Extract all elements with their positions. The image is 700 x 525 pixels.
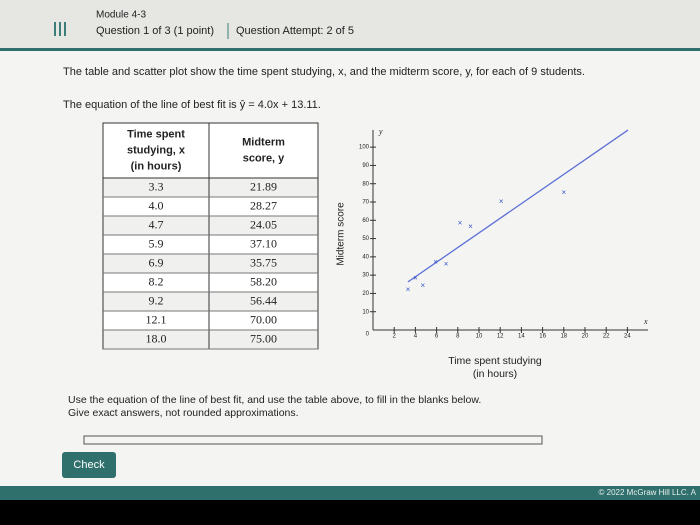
- attempt: Question Attempt: 2 of 5: [236, 25, 354, 37]
- x-tick-label: 20: [582, 334, 589, 340]
- table-row-bg: [103, 254, 318, 273]
- table-cell: 5.9: [149, 236, 164, 250]
- x-axis-label: (in hours): [473, 368, 517, 380]
- table-cell: 56.44: [250, 293, 277, 307]
- footer: © 2022 McGraw Hill LLC. A: [599, 488, 697, 497]
- instruction-line: Give exact answers, not rounded approxim…: [68, 407, 299, 419]
- y-tick-label: 20: [362, 291, 369, 297]
- y-tick-label: 100: [359, 145, 370, 151]
- x-tick-label: 10: [476, 334, 483, 340]
- x-tick-label: 12: [497, 334, 504, 340]
- footer-bar: [0, 486, 700, 500]
- point: ×: [406, 285, 411, 294]
- check-button-label[interactable]: Check: [73, 459, 105, 471]
- table-header: studying, x: [127, 144, 186, 156]
- y-tick-label: 30: [362, 273, 369, 279]
- point: ×: [458, 219, 463, 228]
- x-tick-label: 18: [560, 334, 567, 340]
- table-row-bg: [103, 292, 318, 311]
- table-row-bg: [103, 178, 318, 197]
- y-tick-label: 60: [362, 218, 369, 224]
- table-row-bg: [103, 216, 318, 235]
- y-tick-label: 70: [362, 200, 369, 206]
- x-tick-label: 2: [393, 334, 397, 340]
- data-table: Time spent studying, x (in hours) Midterm sc…: [102, 122, 319, 350]
- menu-icon[interactable]: [54, 22, 66, 36]
- table-cell: 28.27: [250, 198, 277, 212]
- header-rule: [0, 48, 700, 51]
- table-header: (in hours): [131, 160, 182, 172]
- table-row-bg: [103, 330, 318, 349]
- best-fit-line: [407, 129, 629, 283]
- table-cell: 70.00: [250, 312, 277, 326]
- point: ×: [433, 257, 438, 266]
- table-cell: 9.2: [149, 293, 164, 307]
- table-cell: 12.1: [146, 312, 167, 326]
- table-cell: 3.3: [149, 179, 164, 193]
- x-tick-label: 16: [539, 334, 546, 340]
- y-axis-letter: y: [378, 127, 383, 136]
- x-axis-letter: x: [643, 317, 648, 326]
- scatter-chart: 2 4 6 8 10 12 14 16 18 20 22 2410203040506070809010…: [336, 127, 648, 380]
- y-tick-label: 40: [362, 254, 369, 260]
- point: ×: [420, 281, 425, 290]
- table-header: Time spent: [127, 128, 185, 140]
- instruction-line: Use the equation of the line of best fit…: [68, 394, 481, 406]
- table-cell: 24.05: [250, 217, 277, 231]
- table-cell: 37.10: [250, 236, 277, 250]
- table-cell: 18.0: [146, 331, 167, 345]
- point: ×: [444, 260, 449, 269]
- table-cell: 4.7: [149, 217, 164, 231]
- table-row-bg: [103, 197, 318, 216]
- y-tick-label: 10: [362, 309, 369, 315]
- origin-label: 0: [366, 332, 370, 338]
- point: ×: [468, 222, 473, 231]
- top-bar: [0, 0, 700, 48]
- check-button[interactable]: [62, 452, 116, 478]
- question-number: Question 1 of 3 (1 point): [96, 25, 214, 37]
- table-row-bg: [103, 235, 318, 254]
- x-tick-label: 6: [435, 334, 439, 340]
- x-tick-label: 14: [518, 334, 525, 340]
- x-tick-label: 8: [456, 334, 460, 340]
- table-cell: 4.0: [149, 198, 164, 212]
- x-tick-label: 4: [414, 334, 418, 340]
- point: ×: [561, 188, 566, 197]
- answer-area[interactable]: [83, 435, 543, 445]
- y-tick-label: 80: [362, 181, 369, 187]
- table-cell: 21.89: [250, 179, 277, 193]
- table-cell: 35.75: [250, 255, 277, 269]
- table-header-bg: [103, 123, 318, 178]
- table-cell: 58.20: [250, 274, 277, 288]
- table-row-bg: [103, 311, 318, 330]
- point: ×: [499, 197, 504, 206]
- table-cell: 75.00: [250, 331, 277, 345]
- table-header: score, y: [243, 152, 285, 164]
- x-axis-label: Time spent studying: [448, 355, 542, 367]
- prompt: The table and scatter plot show the time…: [63, 66, 585, 78]
- y-tick-label: 50: [362, 236, 369, 242]
- table-cell: 8.2: [149, 274, 164, 288]
- y-tick-label: 90: [362, 163, 369, 169]
- x-tick-label: 22: [603, 334, 610, 340]
- point: ×: [413, 273, 418, 282]
- table-header: Midterm: [242, 136, 285, 148]
- equation: The equation of the line of best fit is …: [63, 99, 321, 111]
- table-row-bg: [103, 273, 318, 292]
- module-title: Module 4-3: [96, 10, 146, 21]
- y-axis-label: Midterm score: [336, 202, 347, 266]
- table-cell: 6.9: [149, 255, 164, 269]
- x-tick-label: 24: [624, 334, 631, 340]
